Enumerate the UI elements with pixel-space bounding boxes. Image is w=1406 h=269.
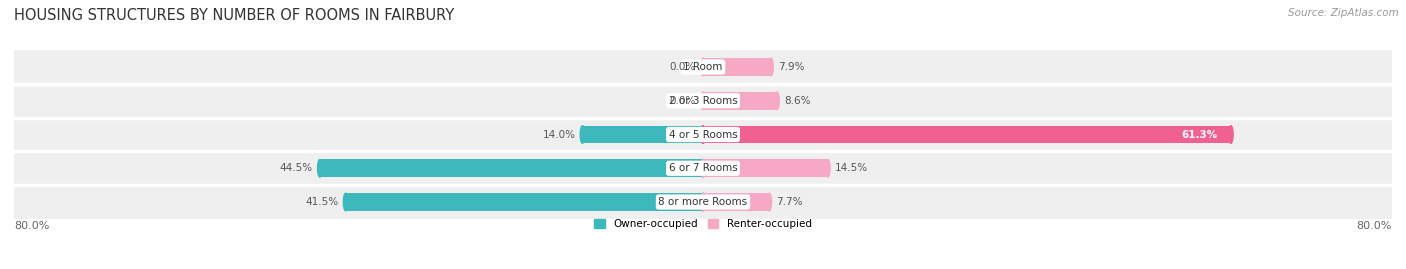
Circle shape xyxy=(700,92,706,109)
Bar xyxy=(703,126,1230,143)
Text: 0.0%: 0.0% xyxy=(669,96,696,106)
Text: 14.0%: 14.0% xyxy=(543,129,575,140)
Circle shape xyxy=(769,58,773,76)
Bar xyxy=(582,126,703,143)
Circle shape xyxy=(700,126,706,143)
Bar xyxy=(703,58,770,76)
Text: 80.0%: 80.0% xyxy=(14,221,49,231)
Circle shape xyxy=(700,193,706,211)
Bar xyxy=(346,193,703,211)
Circle shape xyxy=(700,160,706,177)
Circle shape xyxy=(700,58,706,76)
FancyBboxPatch shape xyxy=(14,185,1392,219)
Circle shape xyxy=(581,126,585,143)
FancyBboxPatch shape xyxy=(14,84,1392,118)
Circle shape xyxy=(700,126,706,143)
Circle shape xyxy=(700,193,706,211)
Text: 7.7%: 7.7% xyxy=(776,197,803,207)
Text: 2 or 3 Rooms: 2 or 3 Rooms xyxy=(669,96,737,106)
Text: 8 or more Rooms: 8 or more Rooms xyxy=(658,197,748,207)
Bar xyxy=(703,160,828,177)
Text: 14.5%: 14.5% xyxy=(835,163,868,173)
Circle shape xyxy=(318,160,322,177)
Text: 7.9%: 7.9% xyxy=(778,62,804,72)
Circle shape xyxy=(775,92,779,109)
Bar xyxy=(703,193,769,211)
Circle shape xyxy=(768,193,772,211)
Bar xyxy=(319,160,703,177)
Circle shape xyxy=(825,160,830,177)
FancyBboxPatch shape xyxy=(14,151,1392,185)
Text: HOUSING STRUCTURES BY NUMBER OF ROOMS IN FAIRBURY: HOUSING STRUCTURES BY NUMBER OF ROOMS IN… xyxy=(14,8,454,23)
Text: 1 Room: 1 Room xyxy=(683,62,723,72)
Circle shape xyxy=(700,160,706,177)
FancyBboxPatch shape xyxy=(14,118,1392,151)
Text: 6 or 7 Rooms: 6 or 7 Rooms xyxy=(669,163,737,173)
Text: 4 or 5 Rooms: 4 or 5 Rooms xyxy=(669,129,737,140)
Text: 41.5%: 41.5% xyxy=(305,197,339,207)
Circle shape xyxy=(343,193,347,211)
Text: 44.5%: 44.5% xyxy=(280,163,314,173)
Text: Source: ZipAtlas.com: Source: ZipAtlas.com xyxy=(1288,8,1399,18)
Bar xyxy=(703,92,778,109)
Circle shape xyxy=(1229,126,1233,143)
Legend: Owner-occupied, Renter-occupied: Owner-occupied, Renter-occupied xyxy=(595,219,811,229)
FancyBboxPatch shape xyxy=(14,50,1392,84)
Text: 80.0%: 80.0% xyxy=(1357,221,1392,231)
Text: 0.0%: 0.0% xyxy=(669,62,696,72)
Text: 8.6%: 8.6% xyxy=(785,96,810,106)
Text: 61.3%: 61.3% xyxy=(1181,129,1218,140)
